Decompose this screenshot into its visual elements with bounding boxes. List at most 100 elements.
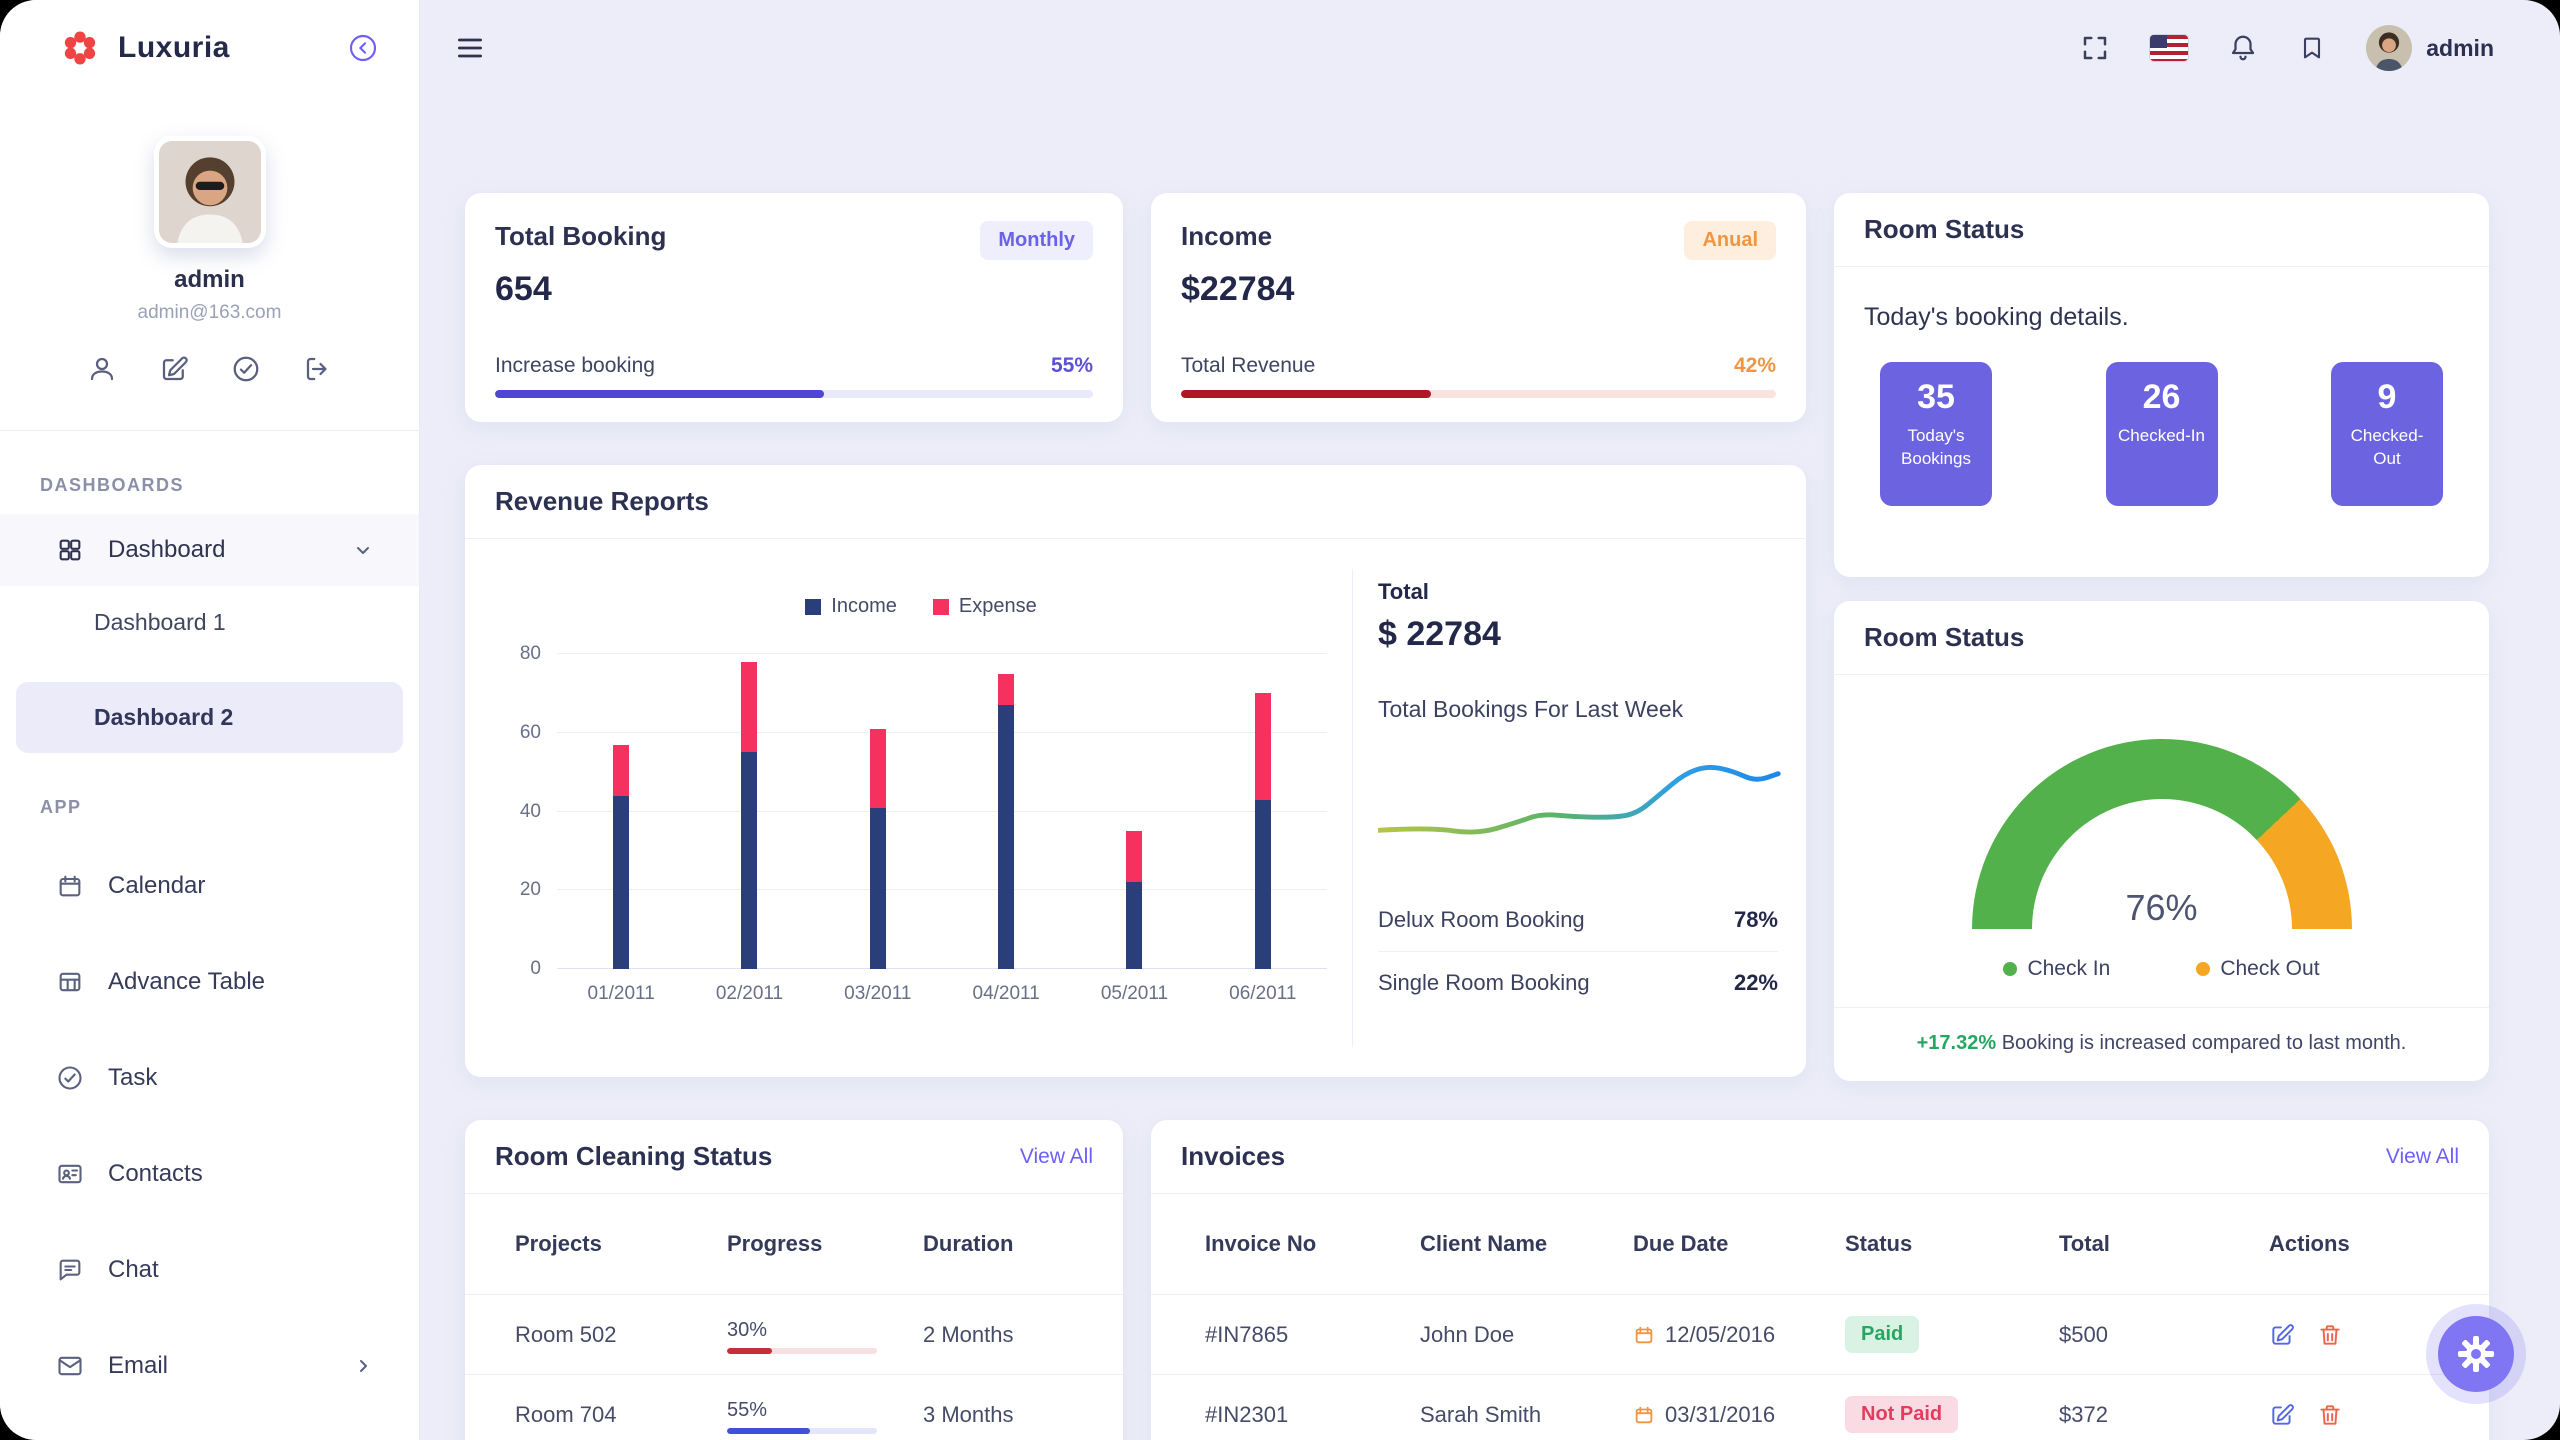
chart-plot: 0 20 40 60 80 [520,643,1327,979]
sidebar-header: Luxuria [0,0,419,96]
contacts-icon [56,1160,84,1188]
room-status-card: Room Status Today's booking details. 35 … [1834,193,2489,577]
view-all-link[interactable]: View All [1019,1144,1093,1168]
y-tick-label: 80 [519,643,541,664]
sidebar-item-chat[interactable]: Chat [0,1222,419,1318]
calendar-icon [56,872,84,900]
sidebar-item-label: Advance Table [108,968,266,995]
fullscreen-icon[interactable] [2080,33,2110,63]
chart-legend: Income Expense [491,595,1351,618]
card-title: Room Status [1864,214,2025,244]
bookmark-icon[interactable] [2298,34,2326,62]
revenue-bar-chart: Income Expense 0 20 40 60 80 01/2011 02/2011 03… [491,539,1351,1005]
sidebar-divider [0,430,419,431]
y-tick-label: 60 [519,721,541,743]
progress-cell: 30% [727,1316,923,1354]
sidebar-collapse-button[interactable] [347,32,379,64]
legend-item: Income [805,595,897,618]
language-flag-us[interactable] [2150,35,2189,61]
profile-actions [0,354,419,384]
invoice-total: $372 [2059,1401,2108,1427]
due-date: 12/05/2016 [1633,1322,1845,1348]
settings-fab[interactable] [2438,1316,2514,1392]
row-actions [2269,1322,2459,1348]
sidebar-item-dashboard-1[interactable]: Dashboard 1 [94,608,226,635]
single-room-row: Single Room Booking 22% [1378,970,1778,995]
trash-icon[interactable] [2317,1322,2343,1348]
user-menu[interactable]: admin [2366,25,2494,71]
x-tick-label: 04/2011 [972,983,1040,1004]
card-title: Total Booking [495,221,667,251]
bar-column [1070,654,1198,969]
sidebar-item-label: Calendar [108,872,206,899]
progress-section: Total Revenue 42% [1181,354,1776,398]
y-tick-label: 0 [530,958,541,979]
sidebar-item-dashboard[interactable]: Dashboard [0,514,419,586]
check-out-dot [2196,962,2211,976]
progress-section: Increase booking 55% [495,354,1093,398]
progress-percent: 55% [1050,354,1093,377]
email-icon [56,1352,84,1380]
username: admin [2426,34,2494,61]
bar-segment-expense [1254,693,1271,800]
room-status-gauge-card: Room Status 76% Check In Check Out +17.3… [1834,601,2489,1081]
profile-avatar[interactable] [153,136,266,248]
sidebar-item-label: Chat [108,1256,159,1283]
card-title: Room Status [1864,622,2025,652]
invoices-card: Invoices View All Invoice No Client Name D… [1151,1120,2489,1440]
sidebar-app-list: Calendar Advance Table Task Contacts Cha… [0,838,419,1414]
section-label-app: APP [40,797,82,817]
edit-icon[interactable] [2269,1322,2295,1348]
sidebar-item-advance-table[interactable]: Advance Table [0,934,419,1030]
total-booking-card: Total Booking Monthly 654 Increase booki… [465,193,1123,422]
hamburger-menu-icon[interactable] [454,32,486,64]
bar-segment-income [1126,882,1143,969]
y-tick-label: 20 [519,879,541,901]
sidebar: Luxuria admin admin@163.com DASHBOARDS D… [0,0,420,1440]
profile-name: admin [174,266,245,293]
profile-section: admin admin@163.com [0,136,419,384]
gridline [557,653,1327,654]
bar-segment-income [869,807,886,969]
progress-label: Total Revenue [1181,354,1316,377]
edit-profile-icon[interactable] [159,354,189,384]
sidebar-item-dashboard-2[interactable]: Dashboard 2 [16,682,403,753]
table-row: Room 704 55% 3 Months [465,1374,1123,1440]
check-circle-icon[interactable] [231,354,261,384]
bar-column [814,654,942,969]
notifications-bell-icon[interactable] [2228,33,2258,63]
sidebar-item-task[interactable]: Task [0,1030,419,1126]
sidebar-item-email[interactable]: Email [0,1318,419,1414]
logout-icon[interactable] [303,354,333,384]
table-icon [56,968,84,996]
invoice-no: #IN7865 [1205,1321,1289,1347]
view-all-link[interactable]: View All [2385,1144,2459,1168]
bar-segment-income [613,795,630,969]
sidebar-item-contacts[interactable]: Contacts [0,1126,419,1222]
total-booking-value: 654 [495,270,552,308]
occupancy-gauge: 76% [1971,739,2352,929]
gridline [557,968,1327,969]
gauge-value: 76% [2125,887,2198,928]
x-tick-label: 06/2011 [1229,983,1297,1004]
bar-column [1199,654,1327,969]
chat-icon [56,1256,84,1284]
card-title: Income [1181,221,1273,251]
bar-column [557,654,685,969]
table-row: #IN2301 Sarah Smith 03/31/2016 Not Paid … [1151,1374,2489,1440]
sidebar-item-label: Contacts [108,1160,203,1187]
edit-icon[interactable] [2269,1402,2295,1428]
sidebar-item-calendar[interactable]: Calendar [0,838,419,934]
y-tick-label: 40 [519,800,541,822]
user-icon[interactable] [87,354,117,384]
chevron-right-icon [351,1354,375,1378]
check-in-dot [2003,962,2018,976]
x-tick-label: 03/2011 [844,983,912,1004]
row-actions [2269,1402,2459,1428]
brand-name: Luxuria [118,31,230,64]
bar-column [685,654,813,969]
card-title: Revenue Reports [495,486,709,516]
trash-icon[interactable] [2317,1402,2343,1428]
income-card: Income Anual $22784 Total Revenue 42% [1151,193,1806,422]
